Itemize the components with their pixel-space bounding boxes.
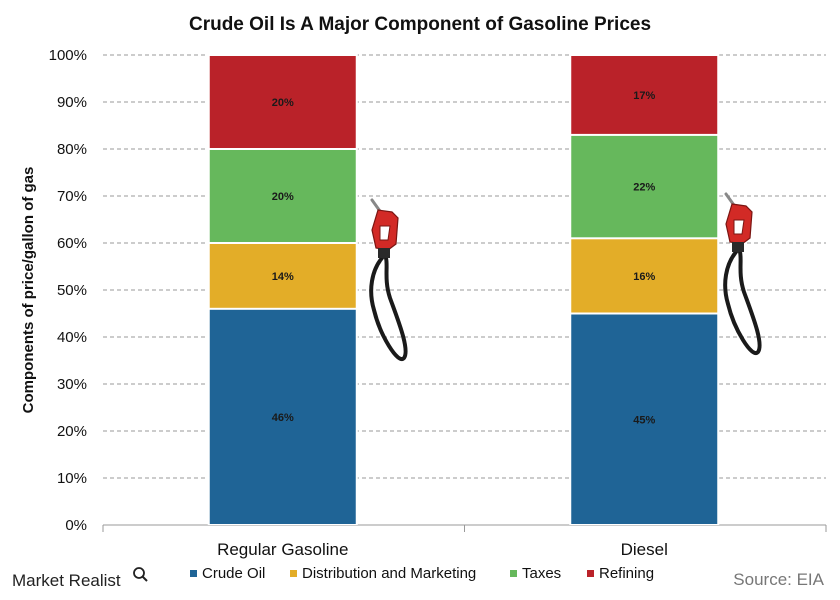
bar-segment — [571, 314, 718, 524]
legend: Crude Oil Distribution and Marketing Taxes… — [190, 565, 654, 582]
y-tick-label: 50% — [57, 282, 87, 299]
y-tick-label: 10% — [57, 470, 87, 487]
y-axis-label: Components of price/gallon of gas — [20, 167, 37, 414]
source-note: Source: EIA — [733, 570, 824, 589]
pump-icons — [369, 192, 762, 362]
data-label: 46% — [272, 412, 294, 424]
category-label: Regular Gasoline — [217, 540, 348, 559]
legend-entry: Refining — [599, 565, 654, 582]
legend-swatch — [510, 570, 517, 577]
brand-name: Market Realist — [12, 571, 121, 590]
data-label: 14% — [272, 271, 294, 283]
bars: 46% 14% 20% 20% 45% 16% 22% 17% — [207, 53, 720, 525]
y-tick-label: 90% — [57, 94, 87, 111]
fuel-nozzle-icon — [369, 198, 408, 362]
y-axis-ticks: 0% 10% 20% 30% 40% 50% 60% 70% 80% 90% 100% — [49, 47, 87, 534]
bar-segment — [571, 135, 718, 238]
fuel-nozzle-icon — [723, 192, 762, 356]
y-tick-label: 60% — [57, 235, 87, 252]
data-label: 17% — [633, 90, 655, 102]
bar-segment — [209, 56, 356, 148]
category-label: Diesel — [621, 540, 668, 559]
y-tick-label: 40% — [57, 329, 87, 346]
market-realist-logo: Market Realist — [12, 567, 148, 590]
data-label: 20% — [272, 191, 294, 203]
data-label: 20% — [272, 97, 294, 109]
y-tick-label: 100% — [49, 47, 87, 64]
legend-entry: Distribution and Marketing — [302, 565, 476, 582]
legend-swatch — [190, 570, 197, 577]
y-tick-label: 80% — [57, 141, 87, 158]
data-label: 22% — [633, 182, 655, 194]
legend-swatch — [587, 570, 594, 577]
bar-segment — [209, 150, 356, 242]
data-label: 45% — [633, 414, 655, 426]
legend-swatch — [290, 570, 297, 577]
bar-segment — [571, 239, 718, 313]
legend-entry: Taxes — [522, 565, 561, 582]
data-label: 16% — [633, 271, 655, 283]
magnifier-icon — [133, 567, 148, 582]
chart-title: Crude Oil Is A Major Component of Gasoli… — [189, 14, 651, 35]
y-tick-label: 70% — [57, 188, 87, 205]
x-axis-categories: Regular Gasoline Diesel — [217, 540, 668, 559]
bar-segment — [209, 244, 356, 308]
y-tick-label: 0% — [65, 517, 87, 534]
y-tick-label: 20% — [57, 423, 87, 440]
bar-segment — [209, 309, 356, 524]
y-tick-label: 30% — [57, 376, 87, 393]
bar-segment — [571, 56, 718, 134]
legend-entry: Crude Oil — [202, 565, 265, 582]
